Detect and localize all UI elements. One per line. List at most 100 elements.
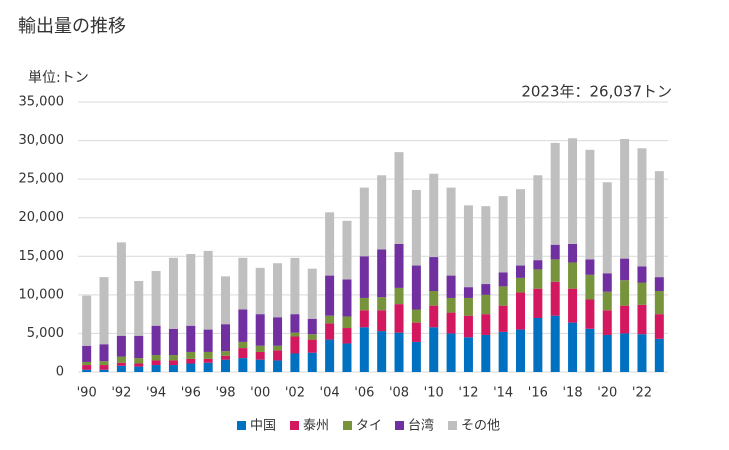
bar-segment [533,288,543,318]
bar-segment [203,250,213,330]
bar-segment [238,348,248,359]
y-tick-label: 10,000 [19,287,65,302]
bar-segment [481,206,491,285]
bar-segment [290,314,300,333]
bar-segment [186,351,196,359]
bar-segment [255,351,265,360]
bar-segment [325,323,335,340]
bar-segment [359,256,369,298]
bar-segment [203,362,213,372]
bar-segment [134,366,144,372]
bar-segment [498,196,508,273]
bar-segment [446,297,456,313]
bar-segment [273,360,283,372]
bar-segment [654,314,664,339]
bar-segment [620,333,630,372]
bar-segment [377,175,387,250]
bar-segment [411,189,421,266]
bar-segment [568,138,578,244]
chart-title: 輸出量の推移 [18,16,126,37]
bar-segment [186,253,196,326]
bar-segment [377,331,387,372]
y-tick-label: 5,000 [27,326,64,341]
bar-segment [342,328,352,344]
bar-segment [221,276,230,325]
bar-segment [550,315,560,372]
bar-segment [620,280,630,306]
bar-segment [82,361,92,366]
bar-segment [585,149,595,260]
x-tick-label: '06 [354,386,374,401]
x-tick-label: '90 [77,386,97,401]
bar-segment [498,305,508,332]
bar-segment [602,334,612,372]
bar-segment [82,369,92,372]
bar-segment [411,322,421,342]
bar-segment [654,277,664,291]
bar-segment [273,263,283,318]
x-tick-label: '02 [285,386,305,401]
bar-segment [498,286,508,306]
bar-segment [394,243,404,288]
bar-segment [342,279,352,317]
bar-segment [446,187,456,276]
legend-label: 泰州 [303,419,329,434]
bar-segment [99,277,109,345]
bar-segment [203,329,213,352]
bar-segment [82,345,92,362]
bar-segment [238,358,248,372]
bar-segment [654,291,664,315]
bar-segment [307,268,317,319]
bar-segment [290,257,300,315]
bar-segment [116,335,126,357]
bar-segment [307,352,317,372]
bar-segment [359,297,369,311]
bar-segment [481,284,491,295]
bar-segment [446,333,456,372]
bar-segment [359,327,369,372]
bar-segment [463,287,473,298]
legend-swatch [290,421,299,430]
bar-segment [394,152,404,244]
x-tick-label: '14 [493,386,513,401]
legend-label: 台湾 [408,418,434,434]
bar-segment [533,318,543,372]
bar-segment [411,265,421,310]
bar-segment [463,315,473,338]
bar-segment [221,355,230,360]
bar-segment [602,310,612,335]
bar-segment [325,315,335,324]
bar-segment [151,270,161,326]
bar-segment [516,277,525,293]
bar-segment [394,332,404,372]
bar-segment [186,325,196,352]
bar-segment [134,358,144,364]
bar-segment [325,275,335,316]
y-tick-label: 20,000 [19,210,65,225]
bar-segment [307,339,317,353]
bar-segment [533,175,543,261]
bar-segment [481,314,491,335]
bar-segment [550,142,560,245]
bar-segment [516,189,525,266]
bar-segment [359,310,369,328]
bar-segment [290,332,300,337]
bar-segment [550,281,560,316]
bar-segment [99,361,109,366]
bar-segment [168,355,178,361]
bar-segment [429,291,439,306]
bar-segment [654,171,664,278]
bar-segment [620,305,630,334]
bar-segment [82,365,92,370]
bar-segment [151,360,161,366]
bar-segment [186,363,196,372]
bar-segment [203,351,213,359]
bar-segment [377,310,387,332]
bar-segment [221,351,230,356]
bar-segment [151,325,161,356]
bar-segment [533,260,543,270]
bar-segment [168,328,178,356]
bar-segment [585,328,595,372]
